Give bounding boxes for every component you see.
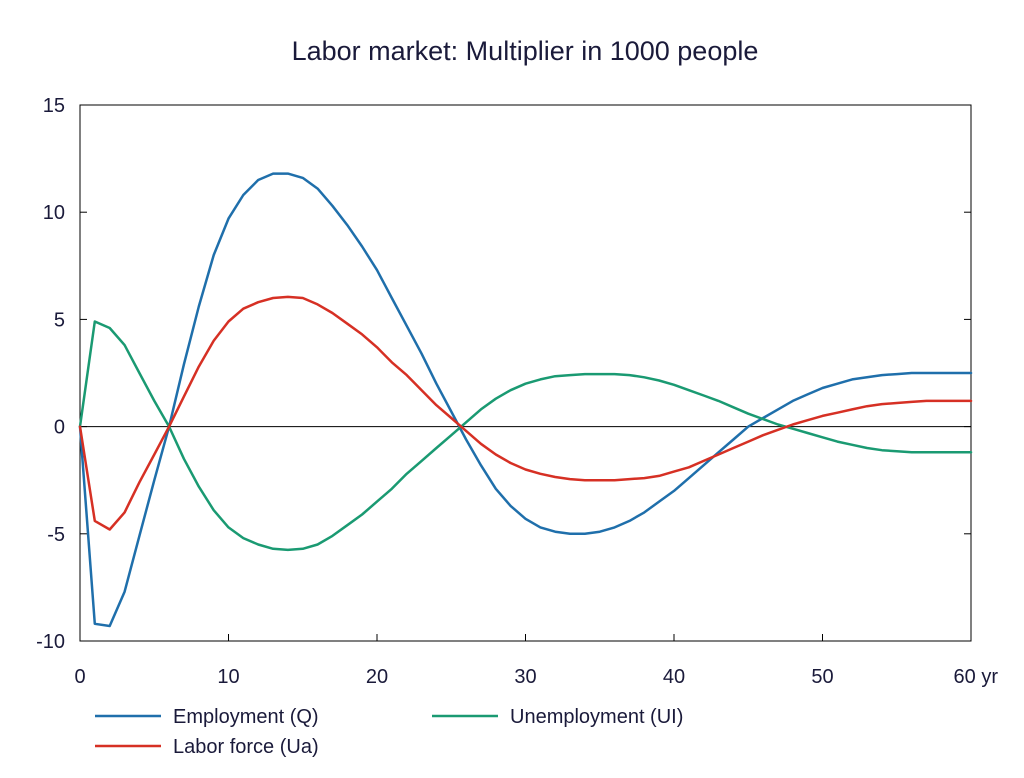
legend-label-1: Unemployment (UI) bbox=[510, 706, 683, 728]
chart-title: Labor market: Multiplier in 1000 people bbox=[292, 36, 759, 66]
axis-ticks: -10 -5 0 5 10 15 0 10 20 30 40 50 60 yr bbox=[36, 95, 998, 688]
series-lines bbox=[78, 172, 973, 628]
plot-area bbox=[79, 104, 972, 642]
legend-label-2: Labor force (Ua) bbox=[173, 736, 319, 758]
legend-label-0: Employment (Q) bbox=[173, 706, 319, 728]
plot-frame bbox=[79, 104, 972, 642]
x-tick-label: 60 yr bbox=[954, 666, 999, 688]
x-tick-label: 40 bbox=[663, 666, 685, 688]
legend: Employment (Q) Unemployment (UI) Labor for… bbox=[95, 706, 683, 758]
series-line-0 bbox=[78, 172, 973, 628]
y-tick-label: 5 bbox=[54, 309, 65, 331]
x-tick-label: 50 bbox=[811, 666, 833, 688]
series-line-1 bbox=[78, 320, 973, 552]
x-tick-label: 10 bbox=[217, 666, 239, 688]
y-tick-label: -10 bbox=[36, 631, 65, 653]
x-tick-label: 20 bbox=[366, 666, 388, 688]
y-tick-label: 10 bbox=[43, 202, 65, 224]
x-tick-label: 30 bbox=[514, 666, 536, 688]
y-tick-label: 15 bbox=[43, 95, 65, 117]
y-tick-label: -5 bbox=[47, 524, 65, 546]
y-tick-label: 0 bbox=[54, 417, 65, 439]
series-line-2 bbox=[78, 295, 973, 531]
x-tick-label: 0 bbox=[74, 666, 85, 688]
